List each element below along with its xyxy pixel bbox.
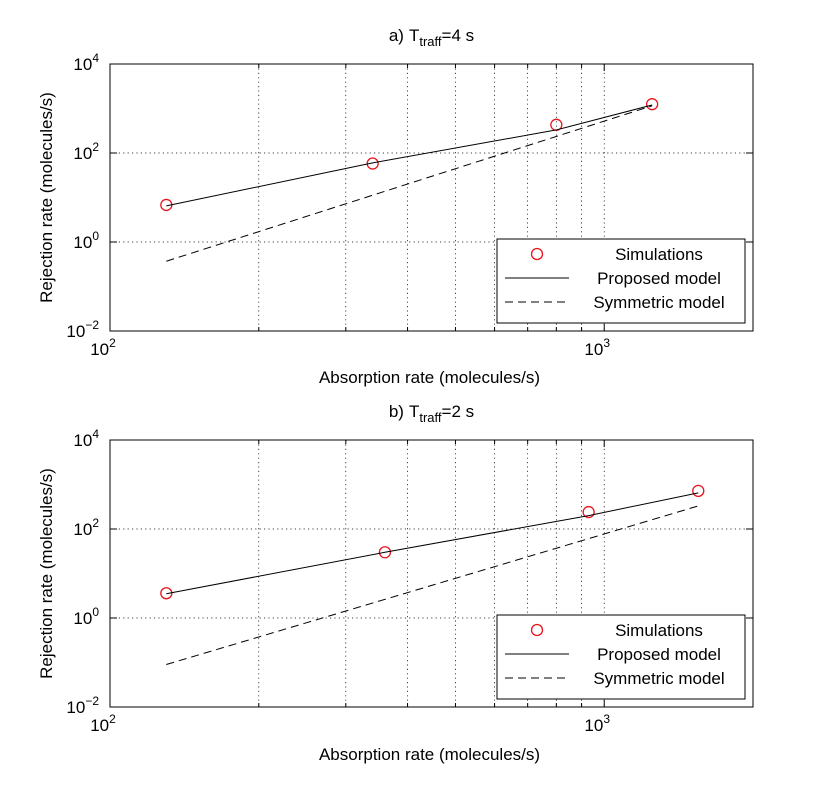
legend-label: Symmetric model <box>593 293 724 312</box>
x-tick-label-exponent: 3 <box>603 336 610 350</box>
y-tick-label: 100 <box>73 229 99 252</box>
y-tick-label-base: 10 <box>73 431 92 450</box>
legend: Simulations Proposed model Symmetric model <box>496 614 746 700</box>
chart-title: b) Ttraff=2 s <box>389 402 474 425</box>
legend-marker-simulations <box>530 247 544 261</box>
y-tick-label: 102 <box>73 140 99 163</box>
x-tick-label-exponent: 3 <box>603 712 610 726</box>
x-tick-label-base: 10 <box>90 340 109 359</box>
legend-box <box>496 238 746 324</box>
x-tick-label-base: 10 <box>90 716 109 735</box>
grid <box>110 64 753 331</box>
tick-marks <box>109 439 754 708</box>
series-symmetric-model-line <box>166 505 699 666</box>
y-tick-label-base: 10 <box>66 698 85 717</box>
y-tick-label-exponent: 4 <box>92 51 99 65</box>
y-axis-label: Rejection rate (molecules/s) <box>37 468 56 679</box>
x-tick-label: 103 <box>584 712 610 735</box>
y-tick-label-exponent: 2 <box>92 516 99 530</box>
x-tick-label: 103 <box>584 336 610 359</box>
y-tick-label-base: 10 <box>73 233 92 252</box>
y-tick-label: 102 <box>73 516 99 539</box>
y-tick-label-exponent: −2 <box>85 318 99 332</box>
simulation-point <box>645 98 659 111</box>
y-tick-label: 100 <box>73 605 99 628</box>
y-tick-label-exponent: −2 <box>85 694 99 708</box>
tick-marks <box>109 63 754 332</box>
chart-title-rest: =4 s <box>442 26 475 45</box>
plot-frame <box>109 439 754 708</box>
y-tick-label-exponent: 0 <box>92 605 99 619</box>
x-axis-label: Absorption rate (molecules/s) <box>319 368 540 387</box>
x-tick-label-exponent: 2 <box>109 712 116 726</box>
y-tick-label: 10−2 <box>66 318 99 341</box>
x-tick-label-base: 10 <box>584 340 603 359</box>
x-tick-label-exponent: 2 <box>109 336 116 350</box>
chart-title-symbol: T <box>409 26 419 45</box>
x-axis-label: Absorption rate (molecules/s) <box>319 745 540 764</box>
y-tick-label-base: 10 <box>73 144 92 163</box>
simulation-point <box>582 505 595 519</box>
legend-label: Proposed model <box>597 269 721 288</box>
series-proposed-model-line <box>166 492 699 595</box>
legend-label: Symmetric model <box>593 669 724 688</box>
y-tick-label-exponent: 0 <box>92 229 99 243</box>
legend-label: Simulations <box>615 245 703 264</box>
y-tick-label-exponent: 2 <box>92 140 99 154</box>
plot-frame <box>109 63 754 332</box>
y-tick-label-base: 10 <box>73 520 92 539</box>
x-tick-label-base: 10 <box>584 716 603 735</box>
legend-marker-simulations <box>530 623 544 637</box>
chart-title-subscript: traff <box>419 34 442 49</box>
series-symmetric-model-line <box>166 105 653 262</box>
y-tick-label: 10−2 <box>66 694 99 717</box>
legend: Simulations Proposed model Symmetric model <box>496 238 746 324</box>
legend-label: Simulations <box>615 621 703 640</box>
y-tick-label-base: 10 <box>73 55 92 74</box>
y-tick-label-base: 10 <box>73 609 92 628</box>
simulation-point <box>378 546 392 559</box>
chart-title-panel-label: a) <box>389 26 404 45</box>
y-axis-label: Rejection rate (molecules/s) <box>37 92 56 303</box>
chart-title: a) Ttraff=4 s <box>389 26 474 49</box>
chart-title-panel-label: b) <box>389 402 404 421</box>
x-tick-label: 102 <box>90 336 116 359</box>
legend-label: Proposed model <box>597 645 721 664</box>
grid <box>110 440 753 707</box>
y-tick-label-base: 10 <box>66 322 85 341</box>
series-simulations <box>160 484 705 600</box>
chart-title-symbol: T <box>409 402 419 421</box>
legend-box <box>496 614 746 700</box>
y-tick-label: 104 <box>73 427 99 450</box>
series-proposed-model-line <box>166 104 653 207</box>
y-tick-label: 104 <box>73 51 99 74</box>
y-tick-label-exponent: 4 <box>92 427 99 441</box>
chart-title-rest: =2 s <box>442 402 475 421</box>
chart-title-subscript: traff <box>419 410 442 425</box>
simulation-point <box>692 484 705 497</box>
x-tick-label: 102 <box>90 712 116 735</box>
